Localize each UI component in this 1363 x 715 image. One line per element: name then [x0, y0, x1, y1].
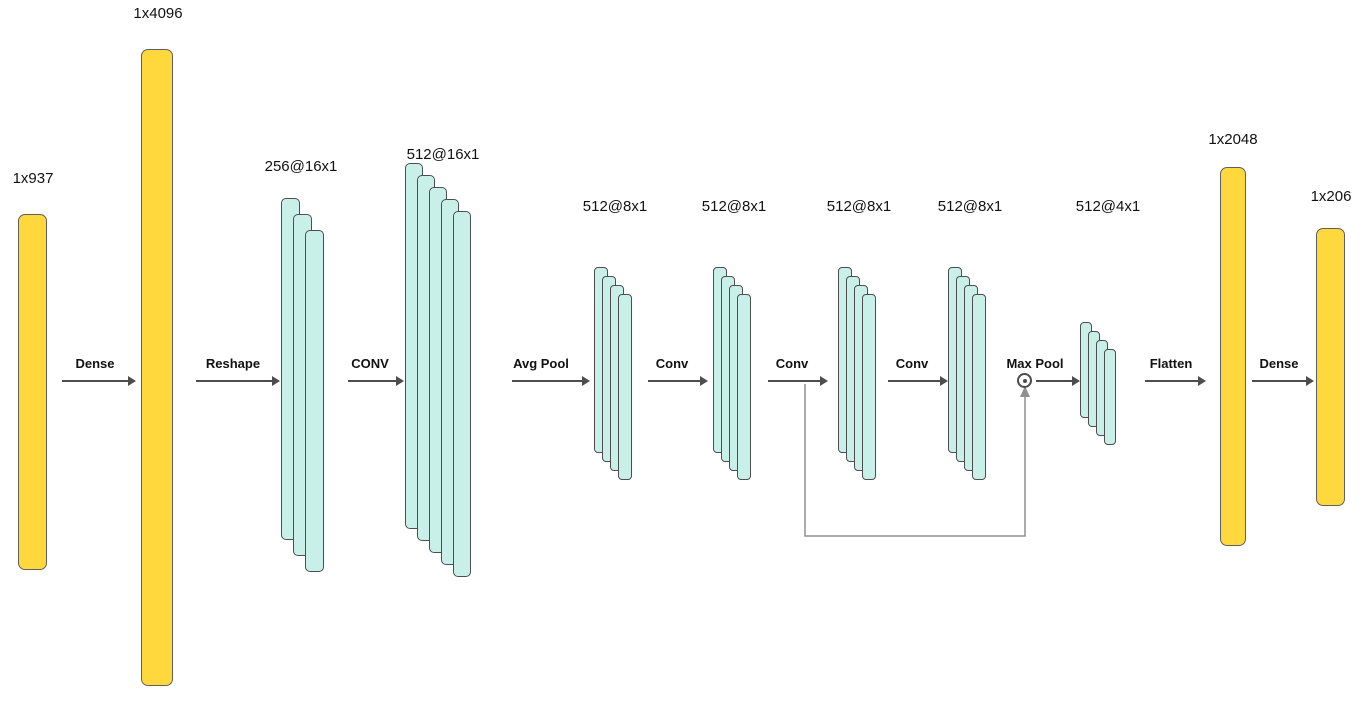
op-label-avg-pool: Avg Pool [513, 356, 569, 371]
feature-map-card [1104, 349, 1116, 445]
skip-connection-line [804, 384, 1030, 537]
layer-label-conv2: 512@16x1 [406, 146, 480, 163]
feature-map-card [862, 294, 876, 480]
flow-arrow-avg-pool [512, 376, 590, 386]
op-label-conv-1: Conv [655, 356, 689, 371]
layer-label-conv4: 512@8x1 [701, 198, 767, 215]
op-label-flatten: Flatten [1149, 356, 1193, 371]
feature-map-card [618, 294, 632, 480]
dense-layer-bar-input [18, 214, 47, 570]
dense-layer-bar-fc1 [141, 49, 173, 686]
op-label-dense-2: Dense [1259, 356, 1299, 371]
layer-label-conv1: 256@16x1 [264, 158, 338, 175]
layer-label-conv7: 512@4x1 [1075, 198, 1141, 215]
op-label-conv-3: Conv [895, 356, 929, 371]
flow-arrow-dense-2 [1252, 376, 1314, 386]
feature-map-card [305, 230, 324, 572]
layer-label-output: 1x206 [1310, 188, 1352, 205]
op-label-dense-1: Dense [75, 356, 115, 371]
layer-label-input: 1x937 [12, 170, 54, 187]
flow-arrow-conv-caps [348, 376, 404, 386]
feature-map-card [737, 294, 751, 480]
feature-map-card [453, 211, 471, 577]
elementwise-merge-icon [1017, 373, 1032, 388]
flow-arrow-reshape [196, 376, 280, 386]
flow-arrow-dense-1 [62, 376, 136, 386]
dense-layer-bar-output [1316, 228, 1345, 506]
skip-arrowhead-icon [1020, 386, 1030, 397]
layer-label-fc1: 1x4096 [133, 5, 183, 22]
layer-label-conv6: 512@8x1 [937, 198, 1003, 215]
op-label-conv-caps: CONV [351, 356, 389, 371]
op-label-conv-2: Conv [775, 356, 809, 371]
flow-arrow-conv-3 [888, 376, 948, 386]
op-label-reshape: Reshape [205, 356, 261, 371]
layer-label-conv5: 512@8x1 [826, 198, 892, 215]
flow-arrow-max-pool [1036, 376, 1080, 386]
feature-map-card [972, 294, 986, 480]
dense-layer-bar-fc2 [1220, 167, 1246, 546]
op-label-max-pool: Max Pool [1006, 356, 1064, 371]
flow-arrow-conv-2 [768, 376, 828, 386]
layer-label-conv3: 512@8x1 [582, 198, 648, 215]
flow-arrow-flatten [1145, 376, 1206, 386]
flow-arrow-conv-1 [648, 376, 708, 386]
layer-label-fc2: 1x2048 [1208, 131, 1258, 148]
